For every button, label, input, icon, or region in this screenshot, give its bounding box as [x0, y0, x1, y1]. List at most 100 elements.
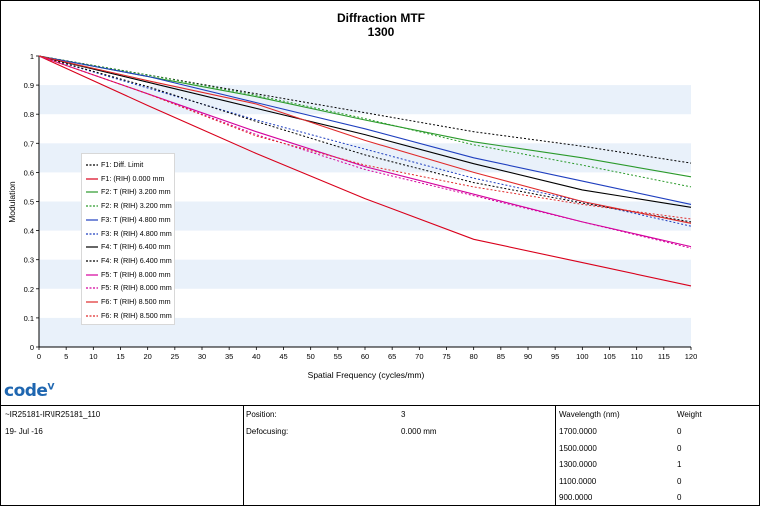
y-tick-label: 0.2 [24, 285, 34, 294]
x-tick-label: 60 [361, 352, 369, 361]
wavelength-value: 1100.0000 [559, 476, 597, 486]
table-divider [243, 406, 244, 506]
table-divider [555, 406, 556, 506]
x-tick-label: 70 [415, 352, 423, 361]
x-axis-label: Spatial Frequency (cycles/mm) [308, 370, 425, 380]
series-line-7 [38, 55, 692, 208]
legend-swatch [86, 287, 98, 289]
date: 19- Jul -16 [5, 427, 43, 436]
chart-legend: F1: Diff. Limit F1: (RIH) 0.000 mm F2: T (… [81, 153, 175, 325]
wavelength-header: Wavelength (nm) [559, 410, 620, 419]
x-tick-label: 55 [334, 352, 342, 361]
series-line-12 [38, 55, 692, 220]
weight-value: 0 [677, 443, 682, 453]
info-table: ~IR25181-IR\IR25181_110 19- Jul -16 Posi… [1, 405, 759, 506]
legend-item: F2: T (RIH) 3.200 mm [86, 185, 171, 199]
legend-label: F1: (RIH) 0.000 mm [101, 173, 165, 183]
chart-subtitle: 1300 [367, 25, 395, 39]
x-tick-label: 15 [116, 352, 124, 361]
legend-label: F5: T (RIH) 8.000 mm [101, 269, 171, 279]
y-tick-label: 0.6 [24, 168, 34, 177]
legend-label: F3: T (RIH) 4.800 mm [101, 214, 171, 224]
legend-item: F1: (RIH) 0.000 mm [86, 172, 165, 186]
legend-swatch [86, 232, 98, 235]
codev-logo: codeV [4, 381, 54, 401]
logo-text: code [4, 381, 48, 401]
weight-value: 1 [677, 460, 682, 469]
y-tick-label: 0.5 [24, 198, 34, 207]
legend-swatch [86, 164, 98, 166]
series-line-8 [38, 55, 692, 223]
legend-item: F6: T (RIH) 8.500 mm [86, 295, 171, 309]
file-name: ~IR25181-IR\IR25181_110 [5, 410, 101, 419]
x-tick-label: 115 [658, 352, 670, 361]
wavelength-value: 1300.0000 [559, 460, 597, 469]
wavelength-value: 1500.0000 [559, 443, 597, 453]
legend-swatch [86, 219, 98, 221]
y-tick-label: 0 [30, 343, 34, 352]
legend-swatch [86, 274, 98, 276]
legend-item: F3: R (RIH) 4.800 mm [86, 227, 172, 241]
legend-swatch [86, 191, 98, 194]
weight-value: 0 [677, 427, 682, 436]
x-tick-label: 50 [306, 352, 314, 361]
y-tick-label: 1 [30, 52, 34, 61]
series-line-5 [38, 55, 692, 205]
legend-swatch [86, 246, 98, 248]
x-tick-label: 95 [551, 352, 559, 361]
y-tick-label: 0.7 [24, 139, 34, 148]
y-axis-label: Modulation [7, 181, 17, 223]
series-line-2 [38, 55, 692, 287]
wavelength-value: 1700.0000 [559, 427, 597, 436]
defocusing-label: Defocusing: [246, 427, 289, 436]
grid-band [39, 85, 691, 115]
legend-label: F6: T (RIH) 8.500 mm [101, 297, 171, 306]
y-tick-label: 0.9 [24, 81, 34, 90]
wavelength-value: 900.0000 [559, 493, 593, 502]
x-tick-label: 105 [603, 352, 616, 361]
legend-swatch [86, 315, 98, 317]
legend-item: F2: R (RIH) 3.200 mm [86, 199, 172, 213]
legend-item: F3: T (RIH) 4.800 mm [86, 213, 171, 227]
x-tick-label: 90 [524, 352, 532, 361]
x-tick-label: 75 [442, 352, 450, 361]
y-tick-label: 0.1 [24, 314, 34, 323]
x-tick-label: 120 [685, 352, 698, 361]
legend-swatch [86, 260, 98, 262]
x-tick-label: 5 [64, 352, 68, 361]
mtf-chart: 0 5 10 15 20 25 30 35 40 45 50 55 60 65 70 75 80 85 90 95 10… [7, 52, 698, 380]
legend-swatch [86, 178, 98, 180]
position-label: Position: [246, 410, 277, 419]
legend-item: F4: R (RIH) 6.400 mm [86, 254, 172, 268]
legend-item: F5: T (RIH) 8.000 mm [86, 268, 171, 282]
x-tick-label: 40 [252, 352, 260, 361]
x-tick-label: 20 [143, 352, 151, 361]
position-value: 3 [401, 410, 406, 419]
x-tick-label: 35 [225, 352, 233, 361]
series-line-6 [38, 55, 692, 227]
legend-item: F5: R (RIH) 8.000 mm [86, 281, 172, 295]
x-tick-label: 65 [388, 352, 396, 361]
x-tick-label: 0 [37, 352, 41, 361]
legend-label: F1: Diff. Limit [101, 160, 144, 169]
legend-label: F4: R (RIH) 6.400 mm [101, 255, 172, 265]
x-tick-label: 80 [469, 352, 477, 361]
series-line-11 [38, 55, 692, 224]
x-tick-label: 100 [576, 352, 589, 361]
series-line-10 [38, 55, 692, 249]
chart-title: Diffraction MTF [337, 11, 425, 25]
legend-item: F1: Diff. Limit [86, 158, 143, 172]
legend-label: F5: R (RIH) 8.000 mm [101, 283, 172, 293]
x-tick-label: 85 [497, 352, 505, 361]
legend-swatch [86, 205, 98, 207]
y-tick-label: 0.4 [24, 227, 34, 236]
legend-label: F4: T (RIH) 6.400 mm [101, 242, 171, 252]
weight-value: 0 [677, 493, 682, 502]
x-tick-label: 25 [171, 352, 179, 361]
legend-label: F2: T (RIH) 3.200 mm [101, 187, 171, 197]
legend-item: F4: T (RIH) 6.400 mm [86, 240, 171, 254]
legend-label: F6: R (RIH) 8.500 mm [101, 310, 172, 320]
legend-label: F2: R (RIH) 3.200 mm [101, 201, 172, 211]
defocusing-value: 0.000 mm [401, 427, 437, 436]
